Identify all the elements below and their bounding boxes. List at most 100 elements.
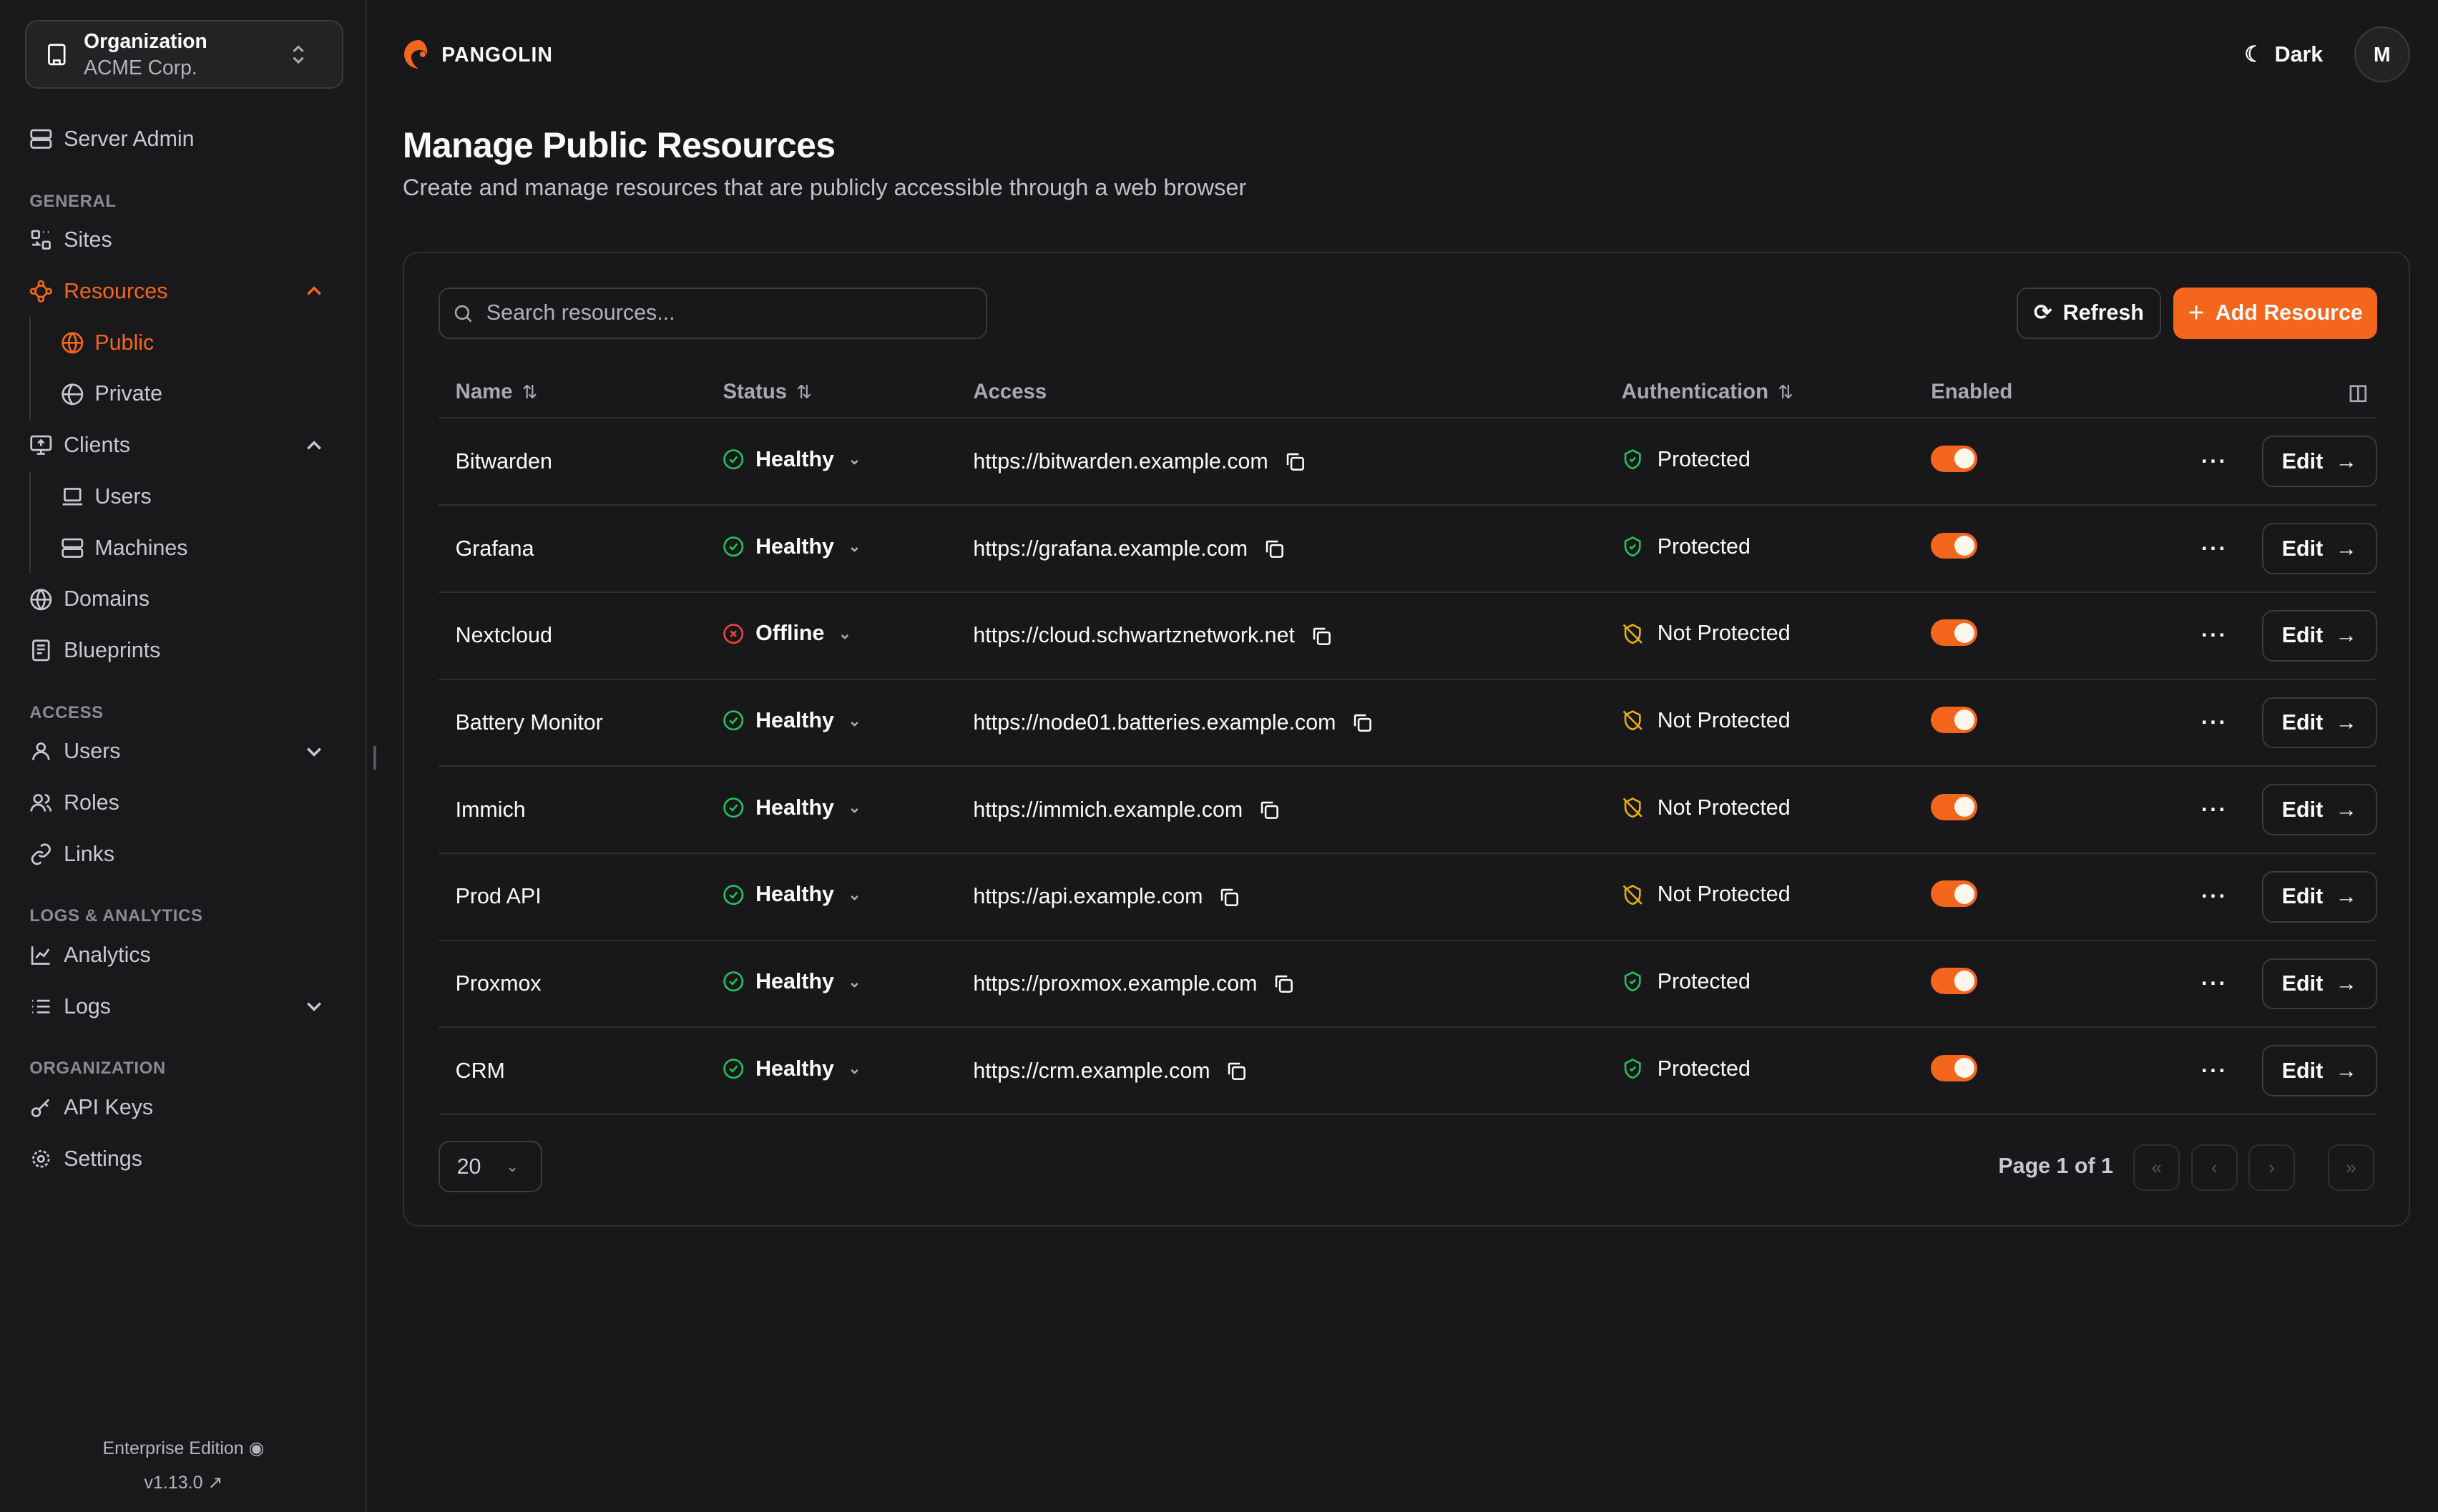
cell-status[interactable]: Healthy ⌄	[705, 679, 956, 767]
copy-icon[interactable]	[1311, 625, 1332, 647]
more-icon[interactable]: ···	[2200, 884, 2228, 909]
more-icon[interactable]: ···	[2200, 971, 2228, 996]
version-link[interactable]: v1.13.0 ↗	[0, 1472, 367, 1493]
sidebar-item-domains[interactable]: Domains	[29, 574, 341, 625]
enabled-toggle[interactable]	[1931, 445, 1978, 472]
copy-icon[interactable]	[1258, 799, 1280, 820]
copy-icon[interactable]	[1351, 712, 1373, 733]
page-size-select[interactable]: 20 ⌄	[438, 1141, 543, 1192]
table-row: Grafana Healthy ⌄ https://grafana.example…	[438, 505, 2378, 593]
col-status-label: Status	[723, 380, 788, 404]
theme-toggle[interactable]: ☾ Dark	[2244, 42, 2323, 67]
copy-icon[interactable]	[1225, 1060, 1247, 1081]
brand-logo[interactable]: PANGOLIN	[401, 37, 553, 72]
cell-enabled	[1914, 591, 2071, 680]
arrow-right-icon: →	[2335, 797, 2357, 822]
edit-button[interactable]: Edit →	[2261, 870, 2378, 923]
avatar[interactable]: M	[2354, 26, 2410, 83]
more-icon[interactable]: ···	[2200, 710, 2228, 735]
more-icon[interactable]: ···	[2200, 448, 2228, 473]
sidebar-item-private[interactable]: Private	[61, 368, 341, 420]
enabled-toggle[interactable]	[1931, 793, 1978, 820]
sidebar-item-logs[interactable]: Logs	[29, 981, 341, 1032]
cell-status[interactable]: Healthy ⌄	[705, 505, 956, 593]
sidebar-item-public[interactable]: Public	[61, 317, 341, 368]
access-url[interactable]: https://proxmox.example.com	[973, 971, 1258, 996]
edit-button[interactable]: Edit →	[2261, 697, 2378, 749]
col-name[interactable]: Name ⇅	[438, 366, 706, 419]
sidebar-item-blueprints[interactable]: Blueprints	[29, 625, 341, 677]
sidebar-item-roles[interactable]: Roles	[29, 777, 341, 829]
sidebar-item-sites[interactable]: Sites	[29, 215, 341, 266]
sidebar-item-users[interactable]: Users	[29, 726, 341, 777]
monitor-up-icon	[30, 436, 52, 456]
enabled-toggle[interactable]	[1931, 532, 1978, 559]
search-box[interactable]	[438, 287, 987, 339]
sidebar-item-settings[interactable]: Settings	[29, 1133, 341, 1184]
cell-status[interactable]: Offline ⌄	[705, 591, 956, 680]
next-page-button[interactable]: ›	[2248, 1144, 2296, 1191]
sidebar-item-analytics[interactable]: Analytics	[29, 930, 341, 981]
more-icon[interactable]: ···	[2200, 1058, 2228, 1083]
enabled-toggle[interactable]	[1931, 880, 1978, 908]
access-url[interactable]: https://node01.batteries.example.com	[973, 710, 1336, 735]
cell-status[interactable]: Healthy ⌄	[705, 853, 956, 941]
sidebar-resize-handle[interactable]	[373, 746, 376, 770]
copy-icon[interactable]	[1218, 886, 1240, 908]
columns-toggle[interactable]: ◫	[2070, 366, 2378, 419]
more-icon[interactable]: ···	[2200, 536, 2228, 561]
first-page-button[interactable]: «	[2133, 1144, 2180, 1191]
enabled-toggle[interactable]	[1931, 968, 1978, 994]
access-url[interactable]: https://bitwarden.example.com	[973, 448, 1268, 473]
col-auth-label: Authentication	[1621, 380, 1769, 404]
refresh-icon: ⟳	[2033, 300, 2052, 325]
add-resource-button[interactable]: + Add Resource	[2173, 287, 2378, 339]
col-status[interactable]: Status ⇅	[705, 366, 956, 419]
access-url[interactable]: https://cloud.schwartznetwork.net	[973, 623, 1295, 648]
more-icon[interactable]: ···	[2200, 623, 2228, 648]
edit-button[interactable]: Edit →	[2261, 436, 2378, 488]
prev-page-button[interactable]: ‹	[2190, 1144, 2238, 1191]
access-url[interactable]: https://api.example.com	[973, 884, 1203, 909]
sidebar-item-server-admin[interactable]: Server Admin	[29, 114, 341, 165]
enabled-toggle[interactable]	[1931, 619, 1978, 647]
sidebar-item-resources[interactable]: Resources	[29, 266, 341, 318]
edit-button[interactable]: Edit →	[2261, 1045, 2378, 1097]
refresh-button[interactable]: ⟳ Refresh	[2016, 287, 2161, 339]
copy-icon[interactable]	[1273, 973, 1294, 994]
copy-icon[interactable]	[1284, 451, 1306, 472]
search-input[interactable]	[486, 300, 953, 326]
cell-status[interactable]: Healthy ⌄	[705, 766, 956, 854]
cell-status[interactable]: Healthy ⌄	[705, 418, 956, 506]
sidebar-item-links[interactable]: Links	[29, 828, 341, 880]
sort-icon: ⇅	[1778, 381, 1793, 403]
edit-label: Edit	[2281, 971, 2324, 996]
label: Links	[64, 841, 115, 866]
edit-button[interactable]: Edit →	[2261, 523, 2378, 574]
access-url[interactable]: https://crm.example.com	[973, 1058, 1210, 1083]
sidebar-item-clients[interactable]: Clients	[29, 420, 341, 471]
access-url[interactable]: https://grafana.example.com	[973, 536, 1248, 561]
sidebar-item-machines[interactable]: Machines	[61, 522, 341, 574]
edit-label: Edit	[2281, 710, 2324, 735]
cell-status[interactable]: Healthy ⌄	[705, 1027, 956, 1116]
last-page-button[interactable]: »	[2327, 1144, 2375, 1191]
more-icon[interactable]: ···	[2200, 797, 2228, 822]
access-url[interactable]: https://immich.example.com	[973, 797, 1243, 822]
enabled-toggle[interactable]	[1931, 706, 1978, 733]
edit-button[interactable]: Edit →	[2261, 784, 2378, 835]
org-switcher[interactable]: Organization ACME Corp.	[24, 20, 344, 89]
copy-icon[interactable]	[1263, 538, 1285, 559]
cell-access: https://crm.example.com	[956, 1027, 1605, 1116]
cell-status[interactable]: Healthy ⌄	[705, 940, 956, 1029]
label: Blueprints	[64, 638, 161, 663]
edit-button[interactable]: Edit →	[2261, 609, 2378, 662]
edit-button[interactable]: Edit →	[2261, 958, 2378, 1010]
col-auth[interactable]: Authentication ⇅	[1604, 366, 1914, 419]
x-circle-icon	[723, 623, 744, 644]
enabled-toggle[interactable]	[1931, 1054, 1978, 1081]
edition-link[interactable]: Enterprise Edition ◉	[0, 1438, 367, 1459]
resources-card: ⟳ Refresh + Add Resource Name ⇅ Status ⇅ Acc…	[402, 252, 2410, 1227]
sidebar-item-api-keys[interactable]: API Keys	[29, 1082, 341, 1134]
sidebar-item-client-users[interactable]: Users	[61, 471, 341, 523]
